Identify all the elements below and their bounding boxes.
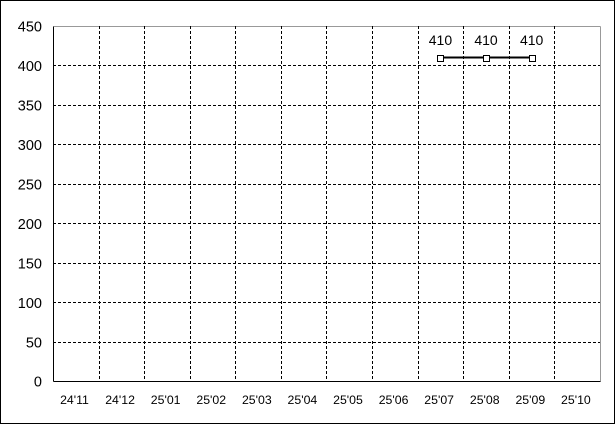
svg-text:450: 450 [18, 20, 42, 36]
svg-text:100: 100 [18, 296, 42, 312]
svg-text:25'04: 25'04 [288, 393, 318, 407]
svg-text:24'12: 24'12 [105, 393, 135, 407]
svg-text:250: 250 [18, 177, 42, 193]
svg-text:25'08: 25'08 [470, 393, 500, 407]
svg-text:25'07: 25'07 [424, 393, 454, 407]
svg-text:24'11: 24'11 [60, 393, 89, 407]
svg-text:350: 350 [18, 99, 42, 115]
svg-text:150: 150 [18, 256, 42, 272]
svg-text:410: 410 [429, 32, 453, 48]
svg-text:50: 50 [26, 335, 42, 351]
svg-text:25'03: 25'03 [242, 393, 272, 407]
svg-text:25'01: 25'01 [151, 393, 181, 407]
svg-text:25'09: 25'09 [515, 393, 545, 407]
svg-text:25'10: 25'10 [561, 393, 591, 407]
svg-text:25'05: 25'05 [333, 393, 363, 407]
svg-text:410: 410 [474, 32, 498, 48]
svg-text:400: 400 [18, 59, 42, 75]
svg-text:25'02: 25'02 [196, 393, 226, 407]
svg-text:0: 0 [34, 375, 42, 391]
svg-text:410: 410 [520, 32, 544, 48]
svg-text:300: 300 [18, 138, 42, 154]
svg-text:200: 200 [18, 217, 42, 233]
svg-text:25'06: 25'06 [379, 393, 409, 407]
